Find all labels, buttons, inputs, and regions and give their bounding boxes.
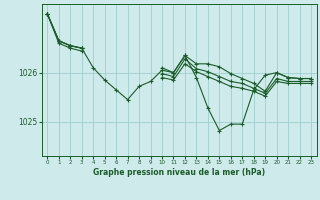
X-axis label: Graphe pression niveau de la mer (hPa): Graphe pression niveau de la mer (hPa) [93, 168, 265, 177]
